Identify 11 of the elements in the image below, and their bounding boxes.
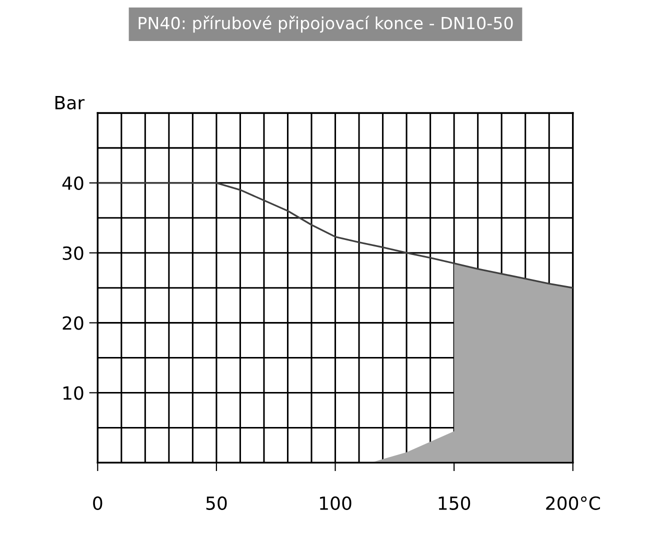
x-tick-label: 200°C bbox=[546, 496, 600, 510]
y-axis-title: Bar bbox=[55, 96, 85, 110]
x-tick-label: 0 bbox=[93, 496, 102, 510]
x-tick-label: 50 bbox=[206, 496, 227, 510]
y-tick-label: 40 bbox=[62, 176, 84, 190]
x-tick-label: 150 bbox=[438, 496, 470, 510]
y-tick-label: 10 bbox=[63, 386, 84, 400]
y-tick-label: 20 bbox=[62, 316, 84, 330]
y-tick-label: 30 bbox=[62, 246, 84, 260]
x-tick-label: 100 bbox=[320, 496, 352, 510]
chart-title: PN40: přírubové připojovací konce - DN10-50 bbox=[138, 16, 513, 33]
